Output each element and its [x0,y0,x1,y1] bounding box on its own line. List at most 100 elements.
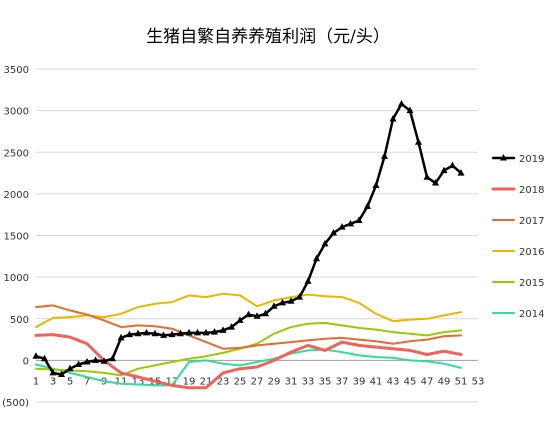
marker-2019-22 [211,328,218,335]
y-tick-label: 3500 [4,65,29,76]
marker-2019-47 [423,173,431,180]
x-tick-label: 35 [319,376,332,387]
marker-2019-42 [381,152,388,159]
y-tick-label: 3000 [4,107,29,118]
marker-2019-5 [66,364,74,372]
y-tick-label: 1000 [4,273,29,284]
x-tick-label: 39 [353,376,366,387]
marker-2019-33 [304,277,312,284]
x-tick-label: 11 [115,376,128,387]
marker-2019-31 [287,297,295,304]
marker-2019-19 [185,328,193,336]
x-tick-label: 23 [217,376,230,387]
series-line-2016 [35,292,462,329]
x-tick-label: 41 [370,376,383,387]
x-tick-label: 31 [285,376,298,387]
marker-2019-48 [432,179,439,186]
series-line-2019 [34,102,463,376]
y-tick-label: 1500 [4,232,29,243]
x-tick-label: 47 [421,376,434,387]
marker-2019-17 [168,330,176,338]
marker-2019-27 [253,312,261,319]
x-tick-label: 1 [33,376,39,387]
series-line-2014 [35,348,462,387]
marker-2019-10 [109,354,116,362]
y-tick-label: 500 [10,315,29,326]
x-tick-label: 25 [234,376,247,387]
marker-2019-4 [58,370,65,378]
marker-2019-40 [364,202,371,209]
marker-2019-46 [415,138,422,145]
x-tick-label: 5 [67,376,73,387]
x-tick-label: 45 [404,376,417,387]
x-tick-label: 19 [183,376,196,387]
marker-2019-35 [321,239,329,247]
marker-2019-41 [372,181,380,189]
marker-2019-26 [245,310,252,318]
legend-label-2015: 2015 [519,278,544,289]
marker-2019-16 [160,331,167,338]
marker-2019-28 [262,309,269,317]
legend-label-2014: 2014 [519,309,544,320]
marker-2019-51 [457,169,465,176]
legend: 2019 2018 2017 2016 2015 2014 [491,154,544,320]
x-tick-label: 17 [166,376,179,387]
x-tick-label: 21 [200,376,213,387]
x-tick-label: 3 [50,376,56,387]
marker-2019-49 [440,166,448,174]
marker-2019-15 [151,329,159,337]
marker-2019-8 [92,356,99,363]
marker-2019-44 [398,99,405,107]
marker-2019-23 [219,326,227,333]
marker-2019-21 [202,328,210,336]
x-tick-label: 43 [387,376,400,387]
marker-2019-2 [41,354,48,362]
marker-2019-50 [449,161,456,169]
marker-2019-18 [177,329,184,337]
y-tick-label: (500) [2,398,29,409]
x-tick-label: 29 [268,376,281,387]
x-tick-label: 49 [438,376,451,387]
marker-2019-14 [143,328,150,336]
marker-2019-7 [83,358,91,365]
legend-label-2016: 2016 [519,247,544,258]
marker-2019-29 [270,302,278,309]
x-tick-label: 33 [302,376,315,387]
x-tick-label: 27 [251,376,264,387]
y-tick-label: 2500 [4,148,29,159]
marker-2019-6 [75,360,82,368]
y-axis: 3500 3000 2500 2000 1500 1000 500 0 (500) [2,65,29,409]
marker-2019-3 [49,368,57,376]
marker-2019-9 [100,357,108,364]
gridlines [36,68,478,403]
legend-label-2019: 2019 [519,154,544,165]
x-tick-label: 13 [132,376,145,387]
marker-2019-34 [313,254,320,262]
marker-2019-12 [126,330,133,338]
x-tick-label: 37 [336,376,349,387]
legend-label-2018: 2018 [519,185,544,196]
chart-title: 生猪自繁自养养殖利润（元/头） [146,27,390,47]
marker-2019-45 [406,106,414,114]
x-tick-label: 7 [84,376,90,387]
marker-2019-38 [347,219,354,227]
marker-2019-11 [117,333,125,341]
legend-label-2017: 2017 [519,216,544,227]
marker-2019-39 [355,216,363,224]
marker-2019-36 [330,229,337,236]
x-axis: 1 3 5 7 9 11 13 15 17 19 21 23 25 27 29 31 33 35 37 39 41 43 4… [33,376,485,387]
y-tick-label: 0 [23,356,29,367]
marker-2019-32 [296,293,303,300]
marker-2019-13 [134,329,142,337]
x-tick-label: 53 [472,376,485,387]
x-tick-label: 51 [455,376,468,387]
legend-marker-2019 [500,154,507,161]
marker-2019-1 [32,352,40,359]
marker-2019-37 [338,223,346,230]
marker-2019-24 [228,323,235,330]
marker-2019-25 [236,316,244,323]
y-tick-label: 2000 [4,190,29,201]
marker-2019-20 [194,328,201,336]
marker-2019-30 [279,298,286,306]
